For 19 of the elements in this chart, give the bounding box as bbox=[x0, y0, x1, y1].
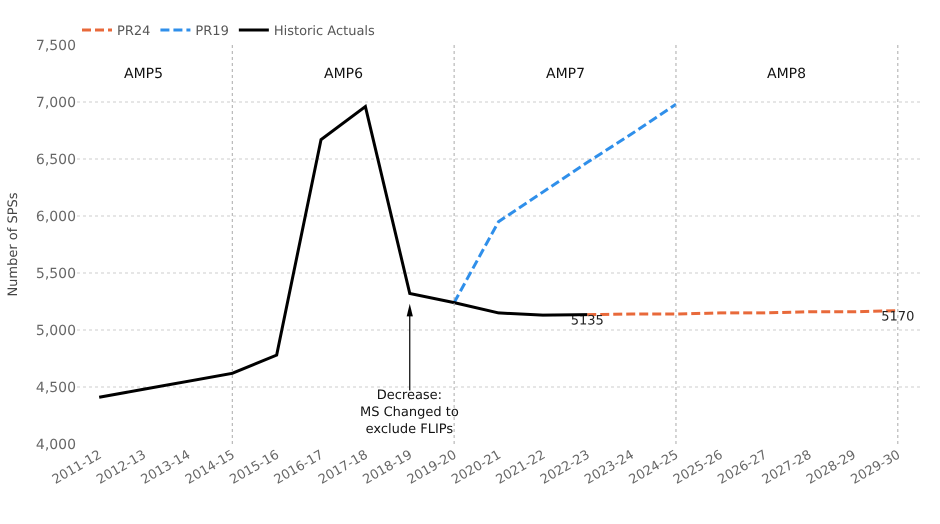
annotation: AMP8 bbox=[767, 66, 806, 82]
y-tick-label: 4,000 bbox=[36, 436, 76, 453]
annotation: AMP6 bbox=[324, 66, 364, 82]
y-tick-label: 7,500 bbox=[36, 38, 76, 54]
y-axis-title: Number of SPSs bbox=[6, 192, 21, 297]
annotation: AMP7 bbox=[546, 66, 586, 82]
data-label: 5170 bbox=[881, 309, 914, 324]
y-tick-label: 7,000 bbox=[36, 94, 76, 111]
y-tick-label: 4,500 bbox=[36, 380, 76, 396]
y-tick-label: 6,500 bbox=[36, 152, 76, 168]
y-tick-label: 5,500 bbox=[36, 266, 76, 282]
line-series bbox=[452, 102, 678, 304]
y-tick-label: 5,000 bbox=[36, 322, 76, 339]
annotation: Decrease: MS Changed to exclude FLIPs bbox=[360, 388, 459, 437]
annotation: AMP5 bbox=[124, 66, 164, 82]
y-tick-label: 6,000 bbox=[36, 208, 76, 225]
legend-label: PR24 bbox=[117, 24, 150, 40]
legend-label: PR19 bbox=[195, 24, 229, 40]
legend-label: Historic Actuals bbox=[274, 24, 376, 40]
